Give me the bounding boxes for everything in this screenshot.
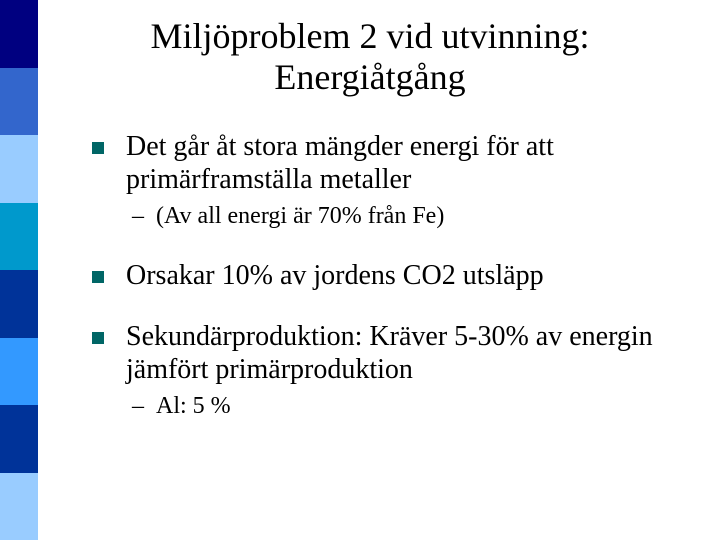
bullet-text: (Av all energi är 70% från Fe) xyxy=(156,203,444,229)
decorative-sidebar xyxy=(0,0,38,540)
sidebar-stripe xyxy=(0,68,38,136)
bullet-text: Det går åt stora mängder energi för att … xyxy=(126,131,554,195)
title-line-2: Energiåtgång xyxy=(274,57,465,97)
slide-body: Det går åt stora mängder energi för att … xyxy=(92,130,682,427)
bullet-item: Det går åt stora mängder energi för att … xyxy=(92,130,682,196)
bullet-text: Al: 5 % xyxy=(156,393,231,419)
square-bullet-icon xyxy=(92,271,104,283)
slide-title: Miljöproblem 2 vid utvinning: Energiåtgå… xyxy=(60,16,680,99)
sidebar-stripe xyxy=(0,338,38,406)
sidebar-stripe xyxy=(0,203,38,271)
sidebar-stripe xyxy=(0,405,38,473)
sidebar-stripe xyxy=(0,270,38,338)
bullet-item: Sekundärproduktion: Kräver 5-30% av ener… xyxy=(92,320,682,386)
sidebar-stripe xyxy=(0,135,38,203)
sub-bullet-item: (Av all energi är 70% från Fe) xyxy=(92,202,682,231)
bullet-item: Orsakar 10% av jordens CO2 utsläpp xyxy=(92,259,682,292)
square-bullet-icon xyxy=(92,142,104,154)
bullet-text: Sekundärproduktion: Kräver 5-30% av ener… xyxy=(126,321,653,385)
sidebar-stripe xyxy=(0,473,38,540)
spacer xyxy=(92,298,682,320)
slide: Miljöproblem 2 vid utvinning: Energiåtgå… xyxy=(0,0,720,540)
sub-bullet-item: Al: 5 % xyxy=(92,392,682,421)
sidebar-stripe xyxy=(0,0,38,68)
bullet-text: Orsakar 10% av jordens CO2 utsläpp xyxy=(126,260,544,291)
square-bullet-icon xyxy=(92,332,104,344)
spacer xyxy=(92,237,682,259)
title-line-1: Miljöproblem 2 vid utvinning: xyxy=(151,16,590,56)
